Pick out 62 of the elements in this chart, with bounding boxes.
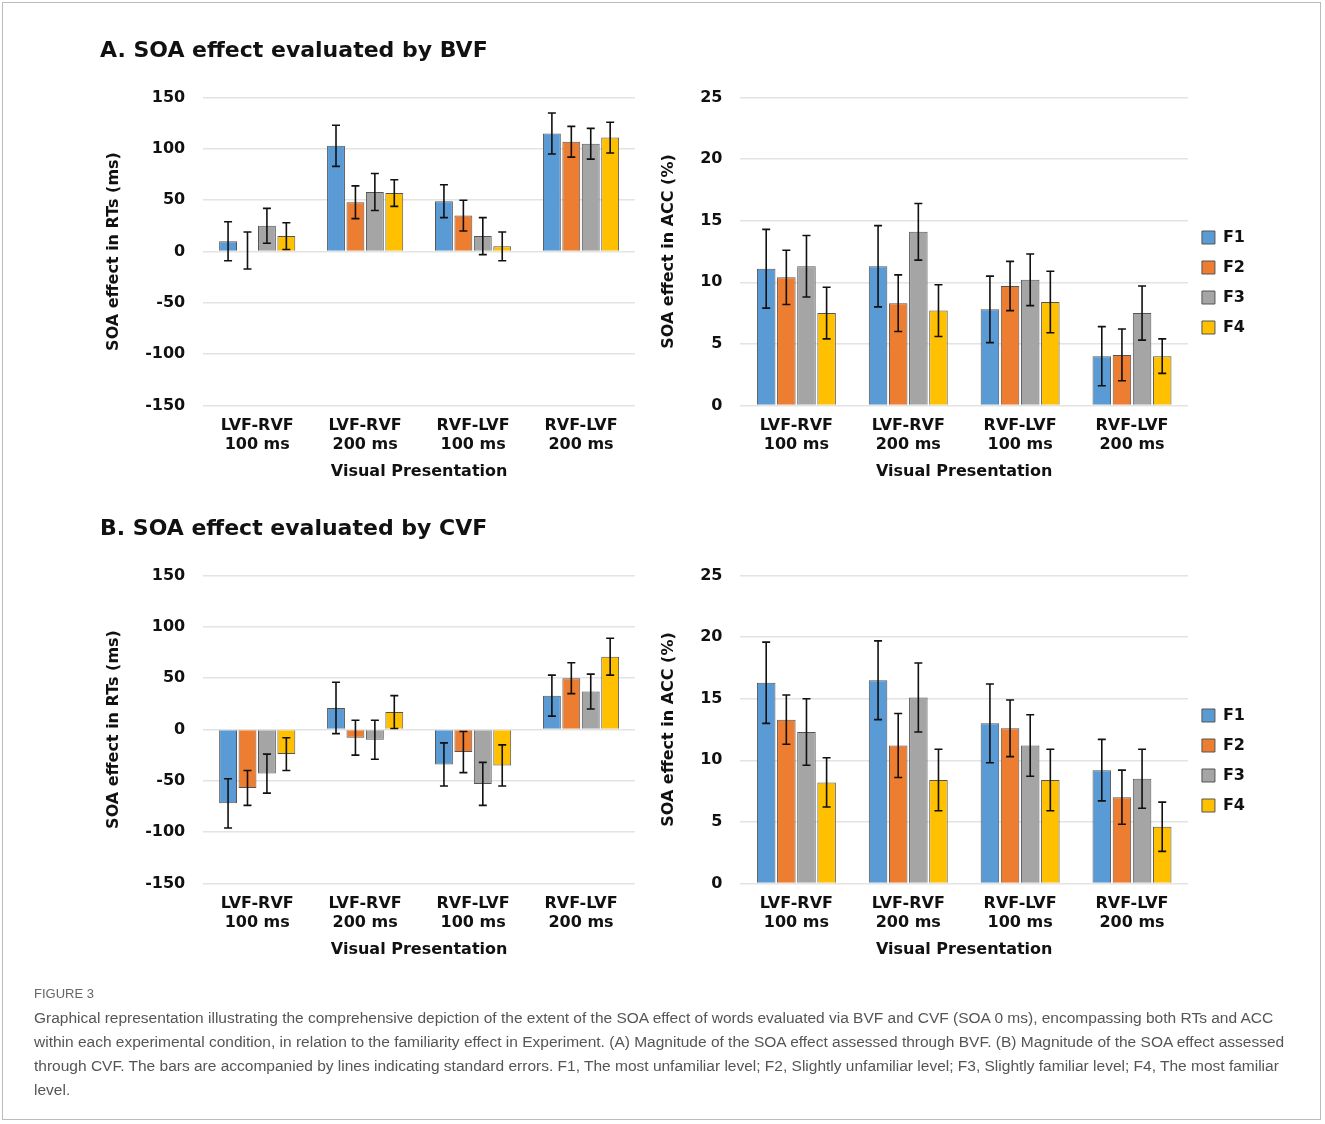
y-tick-label: 20 <box>700 626 723 646</box>
y-tick-label: -50 <box>156 769 186 789</box>
y-tick-label: 150 <box>151 86 186 106</box>
y-tick-label: -100 <box>145 821 186 841</box>
legend-label: F3 <box>1222 286 1245 306</box>
y-tick-label: 10 <box>700 271 723 291</box>
y-tick-label: -100 <box>145 343 186 363</box>
y-axis-title: SOA effect in ACC (%) <box>657 632 677 827</box>
y-tick-label: 100 <box>151 138 186 158</box>
y-tick-label: 10 <box>700 749 723 769</box>
text: Graphical representation illustrating the comprehensive depiction of the extent of the SOA effect of words evaluated via BVF and CVF (SOA 0 ms), encompassing both RTs and ACC within each experimental condition, in relation to the familiarity effect in Experiment. (A) Magnitude of the SOA effect assessed through BVF. (B) Magnitude of the SOA effect assessed through CVF. The bars are accompanied by lines indicating standard errors. F1, The most unfamiliar level; F2, Slightly unfamiliar level; F3, Slightly familiar level; F4, The most familiar level. <box>34 1008 1286 1100</box>
x-tick-label: LVF-RVF 200 ms <box>871 415 945 454</box>
y-tick-label: 15 <box>700 209 723 229</box>
x-axis-title: Visual Presentation <box>330 938 508 958</box>
x-tick-label: LVF-RVF 100 ms <box>220 415 294 454</box>
x-axis-title: Visual Presentation <box>875 460 1053 480</box>
x-tick-label: RVF-LVF 200 ms <box>1095 893 1169 932</box>
x-axis-title: Visual Presentation <box>875 938 1053 958</box>
y-tick-label: -150 <box>145 872 186 892</box>
x-tick-label: RVF-LVF 200 ms <box>544 415 618 454</box>
y-tick-label: 0 <box>711 394 723 414</box>
y-axis-title: SOA effect in RTs (ms) <box>102 152 122 351</box>
y-tick-label: 50 <box>162 667 186 687</box>
y-tick-label: 25 <box>700 564 723 584</box>
y-tick-label: 20 <box>700 148 723 168</box>
y-tick-label: 0 <box>174 718 186 738</box>
legend-label: F3 <box>1222 764 1245 784</box>
x-tick-label: LVF-RVF 200 ms <box>328 893 402 932</box>
x-tick-label: LVF-RVF 100 ms <box>759 415 833 454</box>
x-tick-label: RVF-LVF 100 ms <box>983 893 1057 932</box>
y-axis-title: SOA effect in ACC (%) <box>657 154 677 349</box>
y-tick-label: -50 <box>156 291 186 311</box>
caption: FIGURE 3 <box>34 985 95 1003</box>
legend-label: F1 <box>1222 226 1245 246</box>
legend-label: F4 <box>1222 794 1245 814</box>
x-tick-label: RVF-LVF 200 ms <box>1095 415 1169 454</box>
y-tick-label: 5 <box>711 333 723 352</box>
x-tick-label: RVF-LVF 100 ms <box>983 415 1057 454</box>
chart-title: B. SOA effect evaluated by CVF <box>100 514 489 542</box>
y-tick-label: -150 <box>145 394 186 414</box>
legend-label: F2 <box>1222 256 1245 276</box>
y-tick-label: 150 <box>151 564 186 584</box>
y-tick-label: 25 <box>700 86 723 106</box>
x-tick-label: LVF-RVF 100 ms <box>220 893 294 932</box>
y-tick-label: 0 <box>711 872 723 892</box>
y-tick-label: 0 <box>174 240 186 260</box>
y-tick-label: 100 <box>151 616 186 636</box>
y-tick-label: 15 <box>700 687 723 707</box>
chart-title: A. SOA effect evaluated by BVF <box>100 36 489 64</box>
legend-label: F4 <box>1222 316 1245 336</box>
y-tick-label: 5 <box>711 811 723 830</box>
x-tick-label: LVF-RVF 200 ms <box>871 893 945 932</box>
x-tick-label: RVF-LVF 100 ms <box>436 893 510 932</box>
x-tick-label: RVF-LVF 100 ms <box>436 415 510 454</box>
x-tick-label: LVF-RVF 100 ms <box>759 893 833 932</box>
legend-label: F1 <box>1222 704 1245 724</box>
y-tick-label: 50 <box>162 189 186 209</box>
x-tick-label: RVF-LVF 200 ms <box>544 893 618 932</box>
y-axis-title: SOA effect in RTs (ms) <box>102 630 122 829</box>
legend-label: F2 <box>1222 734 1245 754</box>
x-axis-title: Visual Presentation <box>330 460 508 480</box>
x-tick-label: LVF-RVF 200 ms <box>328 415 402 454</box>
